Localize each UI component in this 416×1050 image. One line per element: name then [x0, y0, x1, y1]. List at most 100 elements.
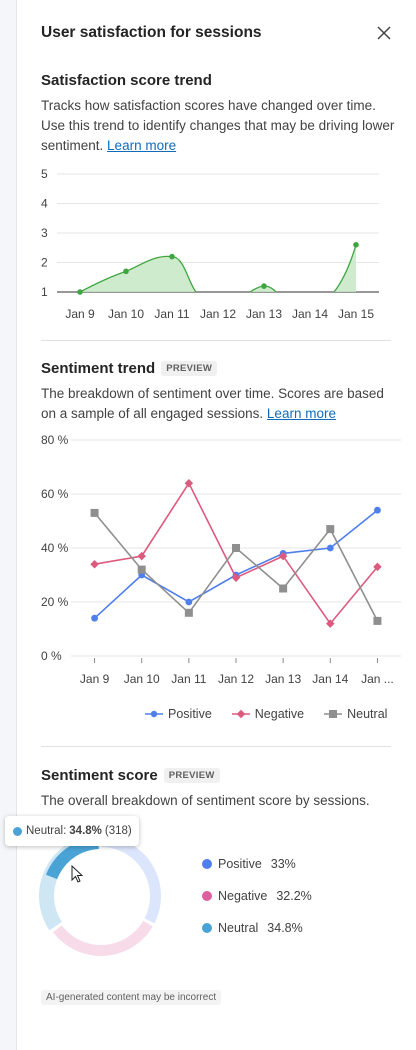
- details-panel: User satisfaction for sessions Satisfact…: [5, 0, 416, 1050]
- ai-disclaimer: AI-generated content may be incorrect: [41, 990, 222, 1005]
- legend-neutral-marker: [324, 710, 343, 718]
- sentiment-trend-description: The breakdown of sentiment over time. Sc…: [41, 384, 401, 424]
- x-tick-label: Jan ...: [361, 672, 394, 686]
- sentiment-score-description: The overall breakdown of sentiment score…: [41, 793, 370, 808]
- legend-item-neutral[interactable]: Neutral: [324, 707, 387, 721]
- series-line-negative: [94, 481, 379, 625]
- sentiment-donut-chart[interactable]: [17, 828, 187, 968]
- close-icon[interactable]: [373, 22, 395, 44]
- left-rail: [0, 0, 17, 1050]
- legend-row-neutral: Neutral 34.8%: [202, 918, 312, 938]
- marker-negative: [184, 478, 194, 488]
- preview-badge: PREVIEW: [163, 768, 220, 783]
- tooltip-dot-icon: [13, 826, 22, 836]
- donut-slice-positive: [102, 836, 161, 924]
- x-tick-label: Jan 10: [124, 672, 160, 686]
- data-point: [169, 253, 175, 260]
- sentiment-score-legend: Positive 33% Negative 32.2% Neutral 34.8…: [202, 854, 312, 938]
- tooltip-value: 34.8%: [69, 825, 102, 837]
- marker-neutral: [137, 565, 146, 574]
- marker-positive: [374, 506, 381, 514]
- marker-negative: [326, 619, 335, 628]
- negative-label: Negative: [218, 889, 268, 903]
- negative-dot-icon: [202, 891, 212, 901]
- sentiment-trend-legend: Positive Negative Neutral: [145, 707, 387, 721]
- data-point: [261, 283, 267, 289]
- x-tick-label: Jan 13: [246, 307, 282, 321]
- donut-slice-highlight-neutral: [45, 837, 99, 880]
- marker-positive: [326, 544, 334, 552]
- legend-positive-marker: [145, 710, 163, 718]
- y-tick-label: 40 %: [41, 541, 69, 555]
- satisfaction-description: Tracks how satisfaction scores have chan…: [41, 96, 401, 156]
- satisfaction-learn-more-link[interactable]: Learn more: [107, 138, 177, 153]
- y-tick-label: 2: [41, 256, 48, 270]
- legend-item-positive[interactable]: Positive: [145, 707, 212, 721]
- sentiment-trend-description-text: The breakdown of sentiment over time. Sc…: [41, 386, 384, 421]
- data-point: [353, 242, 359, 248]
- y-tick-label: 20 %: [41, 595, 69, 609]
- data-point: [77, 289, 83, 295]
- marker-neutral: [90, 508, 99, 517]
- y-tick-label: 60 %: [41, 487, 69, 501]
- legend-item-negative[interactable]: Negative: [231, 707, 305, 721]
- sentiment-score-title: Sentiment score: [41, 767, 158, 784]
- area-fill: [80, 256, 196, 292]
- marker-neutral: [232, 544, 240, 552]
- area-line: [79, 255, 197, 293]
- marker-neutral: [326, 525, 335, 534]
- marker-negative: [90, 559, 99, 569]
- sentiment-trend-chart: 0 % 20 % 40 % 60 % 80 % Jan 9 Jan 10 Jan 11 Jan …: [41, 433, 401, 686]
- donut-slice-neutral: [39, 834, 100, 931]
- sentiment-trend-learn-more-link[interactable]: Learn more: [266, 406, 336, 421]
- marker-neutral: [184, 608, 193, 617]
- neutral-dot-icon: [202, 923, 212, 933]
- x-tick-label: Jan 11: [154, 307, 189, 321]
- x-tick-label: Jan 12: [218, 672, 254, 686]
- marker-negative: [231, 573, 241, 582]
- panel-title: User satisfaction for sessions: [41, 24, 262, 41]
- donut-slice-negative: [53, 920, 153, 956]
- marker-neutral: [373, 616, 382, 625]
- x-tick-label: Jan 9: [80, 672, 110, 686]
- x-tick-label: Jan 14: [292, 307, 328, 321]
- donut-tooltip: Neutral: 34.8% (318): [5, 816, 139, 846]
- data-point: [123, 268, 129, 275]
- legend-negative-label: Negative: [254, 707, 305, 721]
- series-line-neutral: [93, 512, 379, 622]
- area-fill: [334, 244, 356, 292]
- positive-value: 33%: [270, 857, 296, 871]
- sentiment-score-heading: Sentiment score PREVIEW: [41, 767, 220, 784]
- y-tick-label: 5: [41, 167, 48, 181]
- satisfaction-description-text: Tracks how satisfaction scores have chan…: [41, 98, 395, 153]
- legend-row-negative: Negative 32.2%: [202, 886, 312, 906]
- negative-value: 32.2%: [276, 889, 312, 903]
- marker-negative: [278, 551, 288, 561]
- x-tick-label: Jan 15: [338, 307, 374, 321]
- positive-dot-icon: [202, 859, 212, 869]
- neutral-value: 34.8%: [267, 921, 303, 935]
- satisfaction-heading: Satisfaction score trend: [41, 72, 212, 89]
- x-tick-label: Jan 9: [65, 307, 95, 321]
- tooltip-count: (318): [104, 825, 132, 837]
- section-divider: [41, 746, 391, 747]
- y-tick-label: 1: [41, 285, 48, 299]
- legend-row-positive: Positive 33%: [202, 854, 312, 874]
- sentiment-trend-title: Sentiment trend: [41, 360, 156, 377]
- marker-negative: [137, 551, 146, 561]
- mouse-cursor-icon: [71, 865, 84, 883]
- preview-badge: PREVIEW: [161, 361, 218, 376]
- area-line: [333, 244, 357, 293]
- y-tick-label: 0 %: [41, 649, 62, 663]
- x-tick-label: Jan 14: [312, 672, 348, 686]
- x-tick-label: Jan 13: [265, 672, 301, 686]
- marker-positive: [91, 614, 98, 622]
- satisfaction-score-chart: 1 2 3 4 5 Jan 9 Jan 10 Jan 11 Jan 12 Jan 13 Jan 14…: [41, 167, 379, 321]
- y-tick-label: 80 %: [41, 433, 69, 447]
- legend-neutral-label: Neutral: [347, 707, 388, 721]
- x-tick-label: Jan 11: [171, 672, 206, 686]
- y-tick-label: 4: [41, 197, 48, 211]
- section-divider: [41, 340, 391, 341]
- y-tick-label: 3: [41, 226, 48, 240]
- marker-positive: [185, 598, 193, 606]
